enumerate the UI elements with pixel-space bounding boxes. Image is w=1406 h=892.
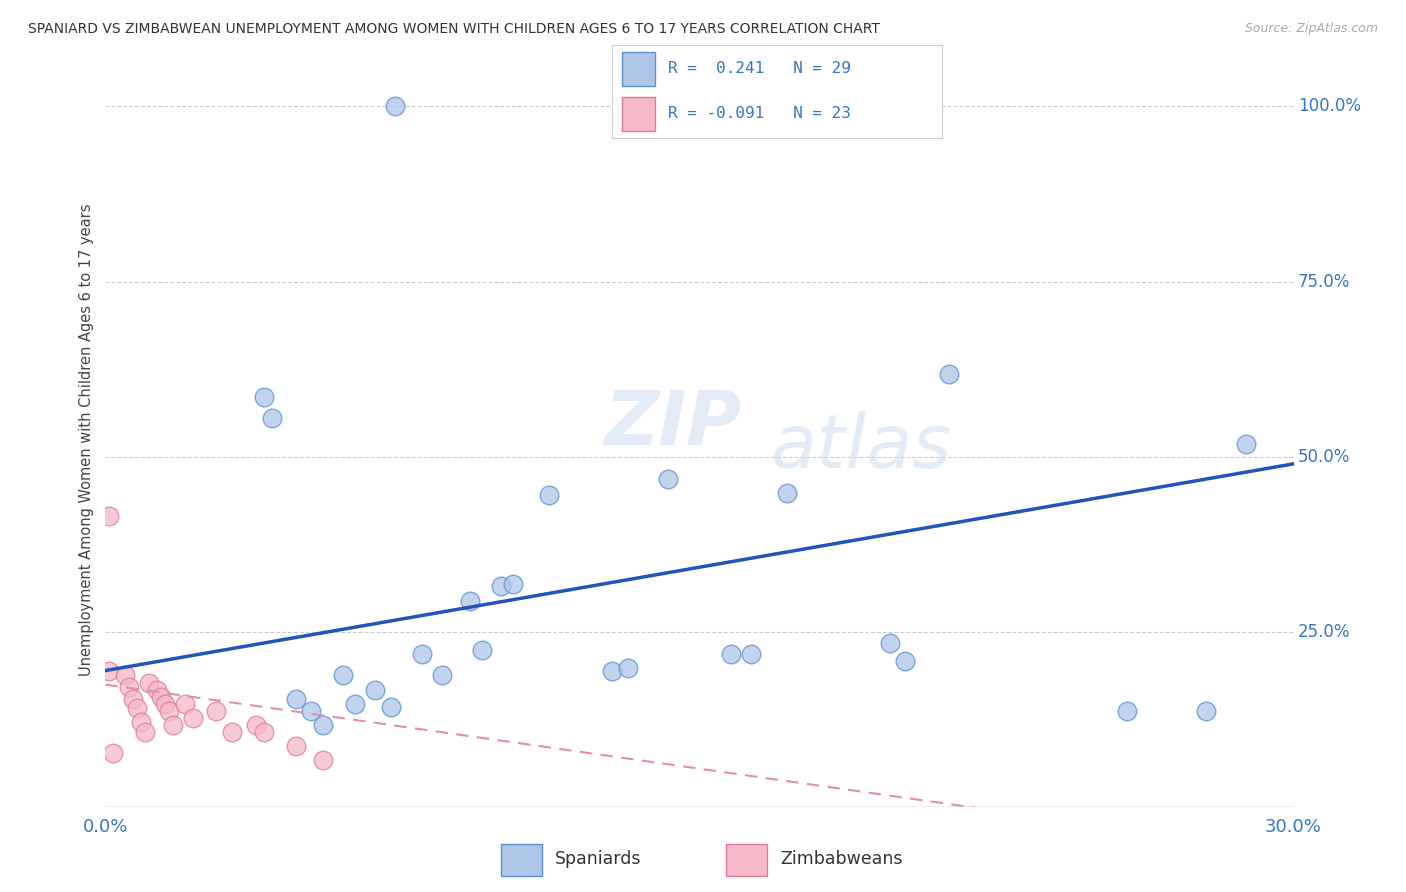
Point xyxy=(775,486,797,500)
FancyBboxPatch shape xyxy=(621,52,655,86)
Point xyxy=(740,648,762,662)
Text: R =  0.241   N = 29: R = 0.241 N = 29 xyxy=(668,62,851,77)
Text: Zimbabweans: Zimbabweans xyxy=(780,849,903,868)
Point xyxy=(1195,704,1218,718)
Point xyxy=(602,664,624,678)
Point xyxy=(181,710,204,724)
Text: 50.0%: 50.0% xyxy=(1298,448,1350,466)
Point xyxy=(253,724,276,739)
FancyBboxPatch shape xyxy=(621,97,655,131)
Point xyxy=(537,488,560,502)
Y-axis label: Unemployment Among Women with Children Ages 6 to 17 years: Unemployment Among Women with Children A… xyxy=(79,203,94,675)
Point xyxy=(134,724,156,739)
Point xyxy=(312,753,335,767)
Point xyxy=(384,99,406,113)
Point xyxy=(471,642,494,657)
Point xyxy=(332,668,354,682)
Text: SPANIARD VS ZIMBABWEAN UNEMPLOYMENT AMONG WOMEN WITH CHILDREN AGES 6 TO 17 YEARS: SPANIARD VS ZIMBABWEAN UNEMPLOYMENT AMON… xyxy=(28,22,880,37)
Text: Source: ZipAtlas.com: Source: ZipAtlas.com xyxy=(1244,22,1378,36)
Point xyxy=(657,472,679,486)
Point xyxy=(103,746,125,760)
Bar xyxy=(725,844,766,876)
Point xyxy=(894,655,917,669)
Point xyxy=(491,580,513,594)
Point xyxy=(157,704,180,718)
Point xyxy=(98,509,121,524)
Point xyxy=(312,717,335,731)
Text: 100.0%: 100.0% xyxy=(1298,97,1361,115)
Point xyxy=(118,680,141,694)
Point xyxy=(122,691,145,706)
Point xyxy=(173,697,195,711)
Point xyxy=(153,697,176,711)
Point xyxy=(138,675,160,690)
Point xyxy=(299,704,322,718)
Point xyxy=(502,577,524,591)
Point xyxy=(149,690,172,704)
Point xyxy=(127,700,149,714)
Point xyxy=(162,717,184,731)
Point xyxy=(245,717,267,731)
Point xyxy=(1116,704,1139,718)
Point xyxy=(617,661,640,675)
Point xyxy=(364,682,387,697)
Point xyxy=(411,648,433,662)
Point xyxy=(253,390,276,404)
Point xyxy=(260,411,283,425)
Text: Spaniards: Spaniards xyxy=(555,849,641,868)
Text: 25.0%: 25.0% xyxy=(1298,623,1350,641)
Point xyxy=(380,700,402,714)
Text: 75.0%: 75.0% xyxy=(1298,273,1350,291)
Point xyxy=(221,724,243,739)
Point xyxy=(1234,437,1257,451)
Point xyxy=(343,697,366,711)
Point xyxy=(146,682,169,697)
Point xyxy=(458,593,481,607)
Point xyxy=(205,704,228,718)
Text: R = -0.091   N = 23: R = -0.091 N = 23 xyxy=(668,106,851,121)
Bar xyxy=(501,844,541,876)
Point xyxy=(284,691,307,706)
Point xyxy=(114,668,136,682)
Text: atlas: atlas xyxy=(770,410,952,483)
Point xyxy=(98,664,121,678)
Point xyxy=(879,635,901,649)
Text: ZIP: ZIP xyxy=(605,388,742,461)
Point xyxy=(284,739,307,753)
Point xyxy=(129,714,152,729)
Point xyxy=(720,648,742,662)
Point xyxy=(430,668,453,682)
Point xyxy=(938,367,960,381)
